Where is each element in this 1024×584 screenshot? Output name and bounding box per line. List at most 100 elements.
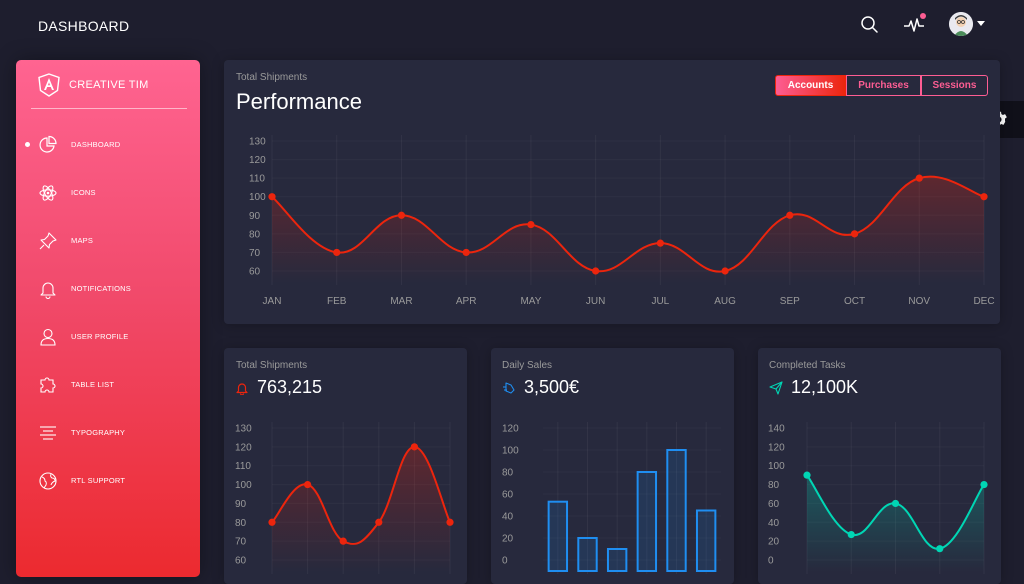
chart-pie-icon <box>39 135 57 153</box>
world-icon <box>39 472 57 490</box>
data-point[interactable] <box>847 530 855 539</box>
daily-sales-chart: 0 20 40 60 80 100 120 <box>502 422 717 574</box>
bar[interactable] <box>666 449 687 572</box>
x-tick-label: DEC <box>973 296 994 307</box>
bar[interactable] <box>547 500 569 572</box>
sessions-button[interactable]: Sessions <box>921 75 988 96</box>
bar[interactable] <box>695 509 717 572</box>
y-tick-label: 120 <box>235 442 252 453</box>
y-tick-label: 120 <box>502 424 519 435</box>
card-category: Total Shipments <box>236 360 308 371</box>
x-tick-label: NOV <box>908 296 930 307</box>
total-shipments-card: Total Shipments 763,215 60 70 80 90 100 110 12… <box>224 348 467 584</box>
data-point[interactable] <box>527 220 535 229</box>
y-tick-label: 80 <box>502 468 514 479</box>
accounts-button[interactable]: Accounts <box>775 75 846 96</box>
y-tick-label: 60 <box>249 267 261 278</box>
area-fill <box>272 176 984 283</box>
y-tick-label: 90 <box>235 499 247 510</box>
y-tick-label: 70 <box>235 537 247 548</box>
x-tick-label: MAY <box>520 296 541 307</box>
data-point[interactable] <box>936 545 944 553</box>
sidebar: CREATIVE TIM DASHBOARD ICONS MAPS NOTIFI… <box>16 60 200 577</box>
data-point[interactable] <box>410 443 418 451</box>
delivery-fast-icon <box>503 382 515 394</box>
angular-logo-icon[interactable] <box>38 73 60 97</box>
data-point[interactable] <box>721 267 729 275</box>
y-tick-label: 20 <box>768 537 780 548</box>
sidebar-item-icons[interactable]: ICONS <box>16 178 200 208</box>
performance-card: Total Shipments Performance Accounts Pur… <box>224 60 1000 324</box>
avatar[interactable] <box>949 12 973 36</box>
data-point[interactable] <box>592 267 600 275</box>
data-point[interactable] <box>462 248 470 257</box>
data-point[interactable] <box>268 193 276 201</box>
data-point[interactable] <box>891 499 900 508</box>
navbar: DASHBOARD <box>0 0 1024 52</box>
bell-icon <box>40 282 56 299</box>
navbar-brand[interactable]: DASHBOARD <box>38 18 130 34</box>
data-point[interactable] <box>980 480 988 489</box>
data-point[interactable] <box>850 230 859 238</box>
align-center-icon <box>40 426 56 440</box>
bar[interactable] <box>636 471 658 572</box>
y-tick-label: 130 <box>249 137 266 148</box>
sidebar-item-label: ICONS <box>71 188 96 197</box>
area-fill <box>807 475 984 572</box>
notification-dot <box>920 13 926 19</box>
sidebar-item-maps[interactable]: MAPS <box>16 226 200 256</box>
y-tick-label: 110 <box>249 174 265 185</box>
y-tick-label: 80 <box>249 229 261 240</box>
x-tick-label: OCT <box>844 296 865 307</box>
purchases-button[interactable]: Purchases <box>846 75 921 96</box>
x-tick-label: FEB <box>327 296 347 307</box>
search-icon[interactable] <box>859 14 881 36</box>
data-point[interactable] <box>333 248 341 257</box>
data-point[interactable] <box>656 239 664 247</box>
data-point[interactable] <box>304 480 312 489</box>
y-tick-label: 40 <box>502 512 514 523</box>
data-point[interactable] <box>915 174 923 182</box>
completed-tasks-card: Completed Tasks 12,100K 0 20 40 60 80 100 120 1… <box>758 348 1001 584</box>
sidebar-item-label: TYPOGRAPHY <box>71 428 126 437</box>
chevron-down-icon[interactable] <box>977 21 985 26</box>
bar[interactable] <box>577 537 598 572</box>
y-tick-label: 0 <box>768 556 774 567</box>
sidebar-item-user-profile[interactable]: USER PROFILE <box>16 322 200 352</box>
card-value: 763,215 <box>257 377 323 397</box>
data-point[interactable] <box>339 537 347 545</box>
y-tick-label: 110 <box>235 461 251 472</box>
data-point[interactable] <box>397 211 406 219</box>
activity-icon[interactable] <box>903 14 925 36</box>
x-tick-label: APR <box>456 296 477 307</box>
y-tick-label: 20 <box>502 534 514 545</box>
completed-tasks-chart: 0 20 40 60 80 100 120 140 <box>768 422 988 574</box>
card-value: 12,100K <box>791 377 859 397</box>
y-tick-label: 90 <box>249 211 261 222</box>
x-tick-label: AUG <box>714 296 736 307</box>
y-tick-label: 120 <box>768 442 785 453</box>
puzzle-icon <box>40 377 56 393</box>
sidebar-item-typography[interactable]: TYPOGRAPHY <box>16 418 200 448</box>
y-tick-label: 70 <box>249 248 261 259</box>
data-point[interactable] <box>803 471 811 479</box>
area-fill <box>272 446 450 572</box>
y-tick-label: 120 <box>249 155 266 166</box>
bar[interactable] <box>606 548 628 572</box>
data-point[interactable] <box>786 211 794 219</box>
sidebar-item-dashboard[interactable]: DASHBOARD <box>16 130 200 160</box>
sidebar-item-label: USER PROFILE <box>71 332 129 341</box>
sidebar-item-table-list[interactable]: TABLE LIST <box>16 370 200 400</box>
x-tick-label: MAR <box>390 296 412 307</box>
y-tick-label: 100 <box>768 461 785 472</box>
daily-sales-card: Daily Sales 3,500€ 0 20 40 60 80 100 120 <box>491 348 734 584</box>
data-point[interactable] <box>375 518 383 526</box>
sidebar-item-rtl-support[interactable]: RTL SUPPORT <box>16 466 200 496</box>
bell-icon <box>236 383 248 395</box>
data-point[interactable] <box>268 518 276 526</box>
sidebar-title[interactable]: CREATIVE TIM <box>69 79 149 91</box>
data-point[interactable] <box>980 193 988 201</box>
send-icon <box>769 381 783 395</box>
data-point[interactable] <box>446 518 454 526</box>
sidebar-item-notifications[interactable]: NOTIFICATIONS <box>16 274 200 304</box>
